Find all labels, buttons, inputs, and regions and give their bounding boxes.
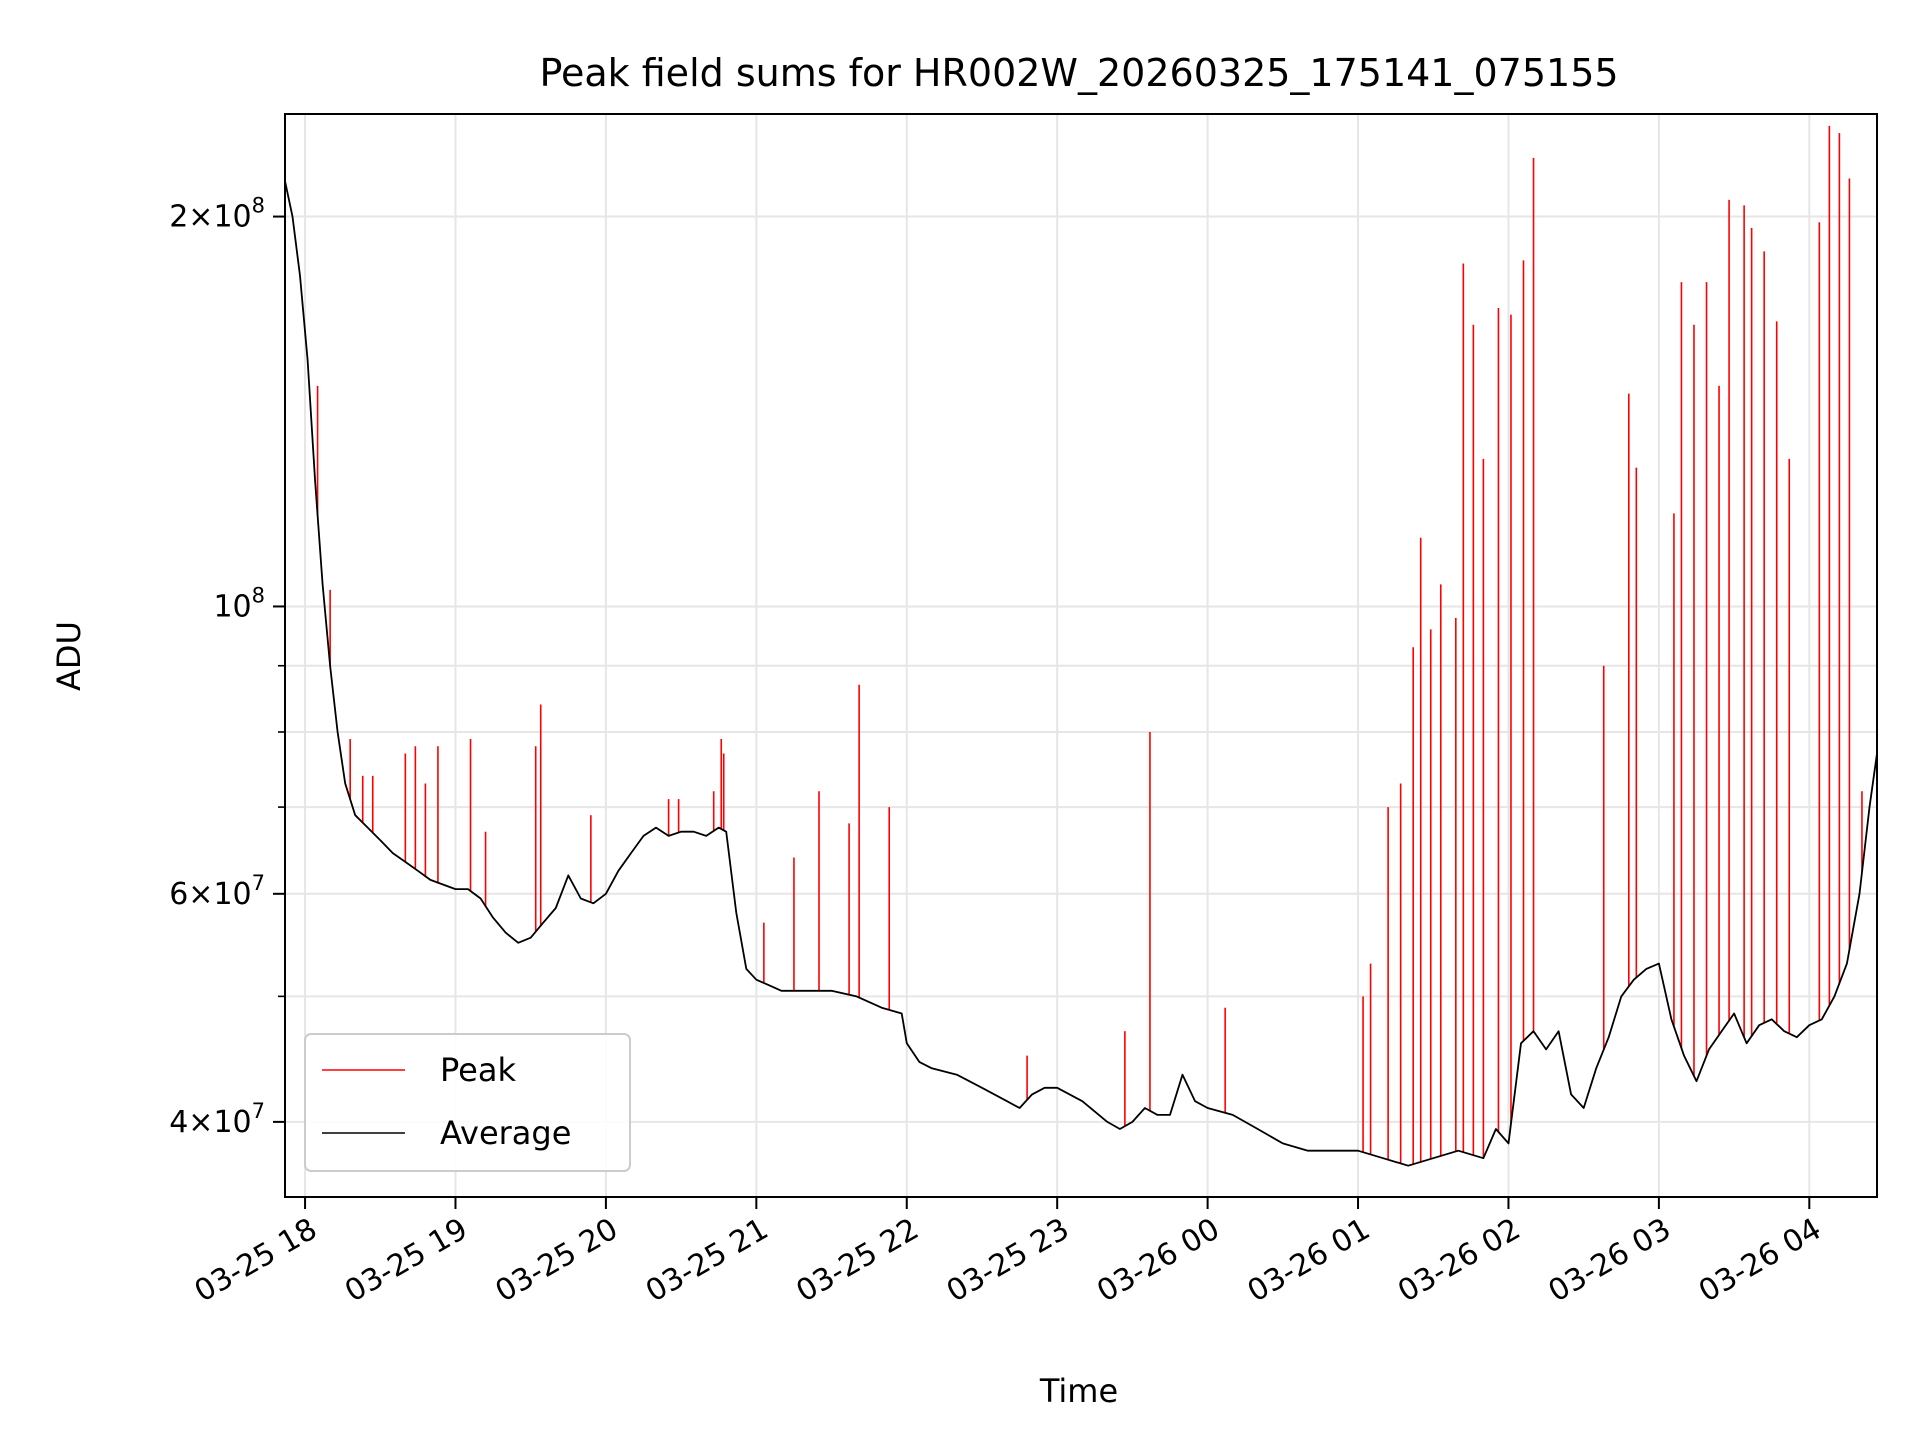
plot-area (285, 125, 1877, 1167)
legend-label-average: Average (440, 1114, 571, 1152)
y-tick-label: 6×107 (169, 871, 265, 912)
y-tick-label: 4×107 (169, 1099, 265, 1140)
x-tick-label: 03-25 23 (941, 1212, 1075, 1310)
x-tick-label: 03-26 03 (1543, 1212, 1677, 1310)
y-tick-label: 2×108 (169, 194, 265, 235)
legend-box (304, 1033, 631, 1172)
x-tick-label: 03-25 21 (640, 1212, 774, 1310)
legend-label-peak: Peak (440, 1051, 516, 1089)
x-tick-label: 03-26 01 (1242, 1212, 1376, 1310)
plot-frame (284, 113, 1878, 1198)
x-axis-title: Time (1039, 1372, 1118, 1410)
series-average-line (285, 180, 1877, 1167)
x-tick-label: 03-26 02 (1392, 1212, 1526, 1310)
x-tick-label: 03-26 04 (1693, 1212, 1827, 1310)
series-peak (316, 125, 1863, 1165)
chart-title: Peak field sums for HR002W_20260325_1751… (539, 51, 1618, 95)
x-tick-label: 03-25 18 (189, 1212, 323, 1310)
x-tick-label: 03-26 00 (1091, 1212, 1225, 1310)
x-tick-label: 03-25 20 (490, 1212, 624, 1310)
y-axis-title: ADU (50, 621, 88, 691)
legend: Peak Average (304, 1033, 631, 1172)
x-tick-label: 03-25 22 (790, 1212, 924, 1310)
y-tick-label: 108 (213, 583, 265, 624)
x-tick-label: 03-25 19 (339, 1212, 473, 1310)
